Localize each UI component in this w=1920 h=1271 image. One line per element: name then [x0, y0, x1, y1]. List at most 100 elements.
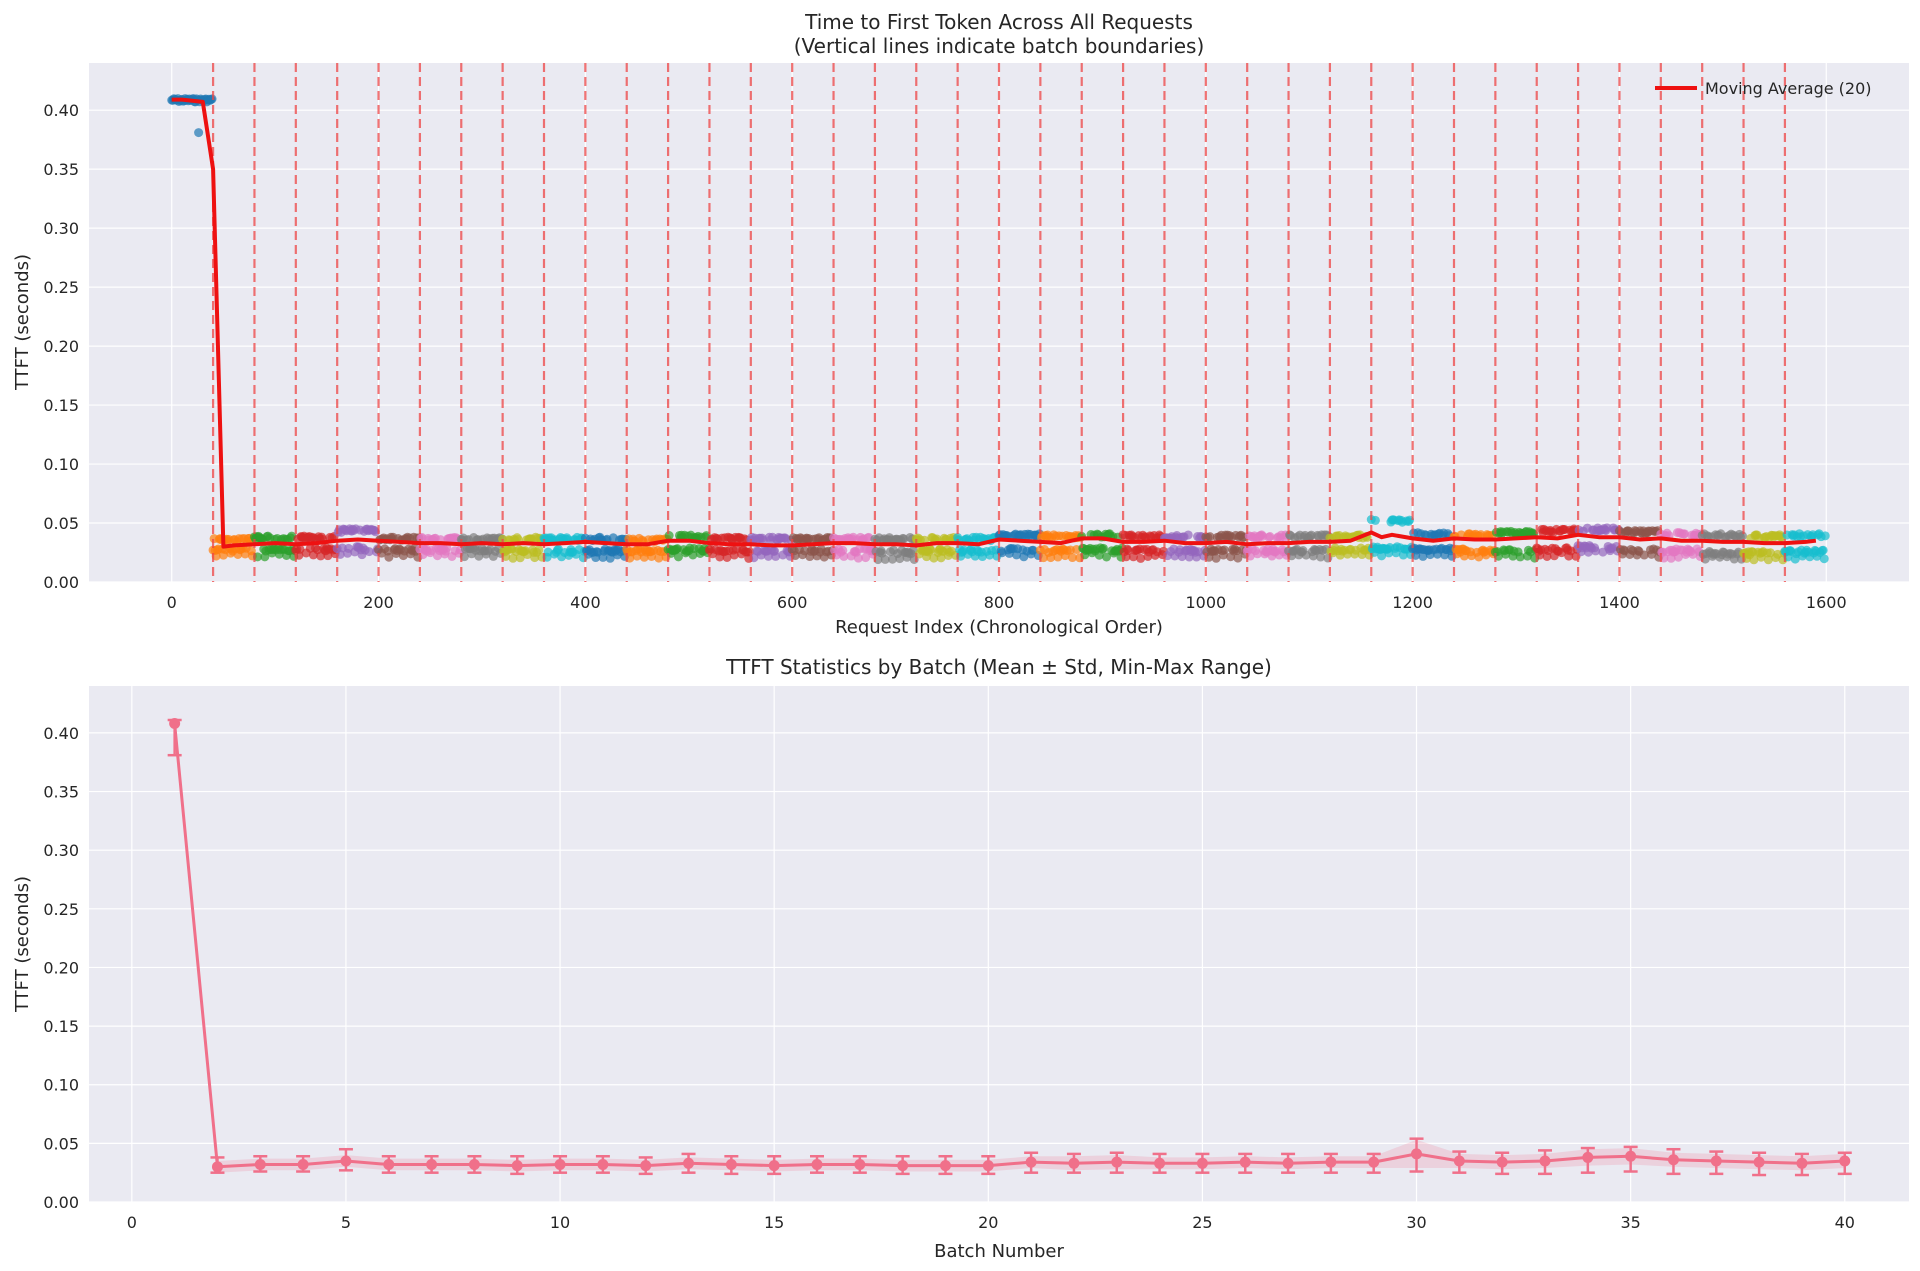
chart2-y-tick-label: 0.20 [43, 958, 79, 977]
chart1-x-tick-label: 1000 [1185, 593, 1226, 612]
chart2-y-tick-label: 0.35 [43, 783, 79, 802]
mean-point [1411, 1148, 1423, 1160]
mean-point [683, 1157, 695, 1169]
chart2-x-label: Batch Number [934, 1241, 1064, 1262]
chart1-x-tick-label: 200 [363, 593, 394, 612]
mean-point [169, 718, 181, 730]
chart1-y-tick-label: 0.20 [43, 337, 79, 356]
scatter-point [1102, 552, 1112, 562]
chart2-x-tick-label: 40 [1835, 1213, 1855, 1232]
mean-point [1239, 1156, 1251, 1168]
chart1-x-tick-label: 1200 [1392, 593, 1433, 612]
chart2-plot-area [89, 686, 1909, 1202]
chart1-title: Time to First Token Across All Requests [804, 10, 1193, 34]
mean-point [1111, 1156, 1123, 1168]
mean-point [1539, 1155, 1551, 1167]
chart2-x-tick-label: 5 [341, 1213, 351, 1232]
scatter-point [1515, 552, 1525, 562]
chart2-mean-points [169, 718, 1851, 1173]
scatter-point [1818, 545, 1828, 555]
scatter-point [895, 554, 905, 564]
mean-point [1839, 1155, 1851, 1167]
scatter-point [1591, 546, 1601, 556]
mean-point [1325, 1156, 1337, 1168]
mean-point [725, 1158, 737, 1170]
scatter-point [880, 554, 890, 564]
chart2-x-tick-label: 10 [550, 1213, 570, 1232]
chart1-legend: Moving Average (20) [1655, 79, 1872, 98]
scatter-point [194, 128, 204, 138]
mean-point [1196, 1157, 1208, 1169]
scatter-point [1680, 529, 1690, 539]
request-ttft-chart: Time to First Token Across All Requests … [12, 10, 1909, 638]
scatter-point [1205, 532, 1215, 542]
scatter-point [887, 554, 897, 564]
mean-point [383, 1158, 395, 1170]
scatter-point [1211, 553, 1221, 563]
scatter-point [1370, 515, 1380, 525]
mean-point [297, 1158, 309, 1170]
scatter-point [861, 553, 871, 563]
chart2-title: TTFT Statistics by Batch (Mean ± Std, Mi… [725, 655, 1272, 679]
chart2-x-tick-label: 0 [127, 1213, 137, 1232]
chart1-y-tick-label: 0.30 [43, 219, 79, 238]
scatter-point [1183, 530, 1193, 540]
chart2-y-tick-label: 0.25 [43, 900, 79, 919]
scatter-point [534, 545, 544, 555]
mean-point [1368, 1156, 1380, 1168]
scatter-point [673, 552, 683, 562]
mean-point [211, 1161, 223, 1173]
scatter-point [1476, 530, 1486, 540]
chart2-x-tick-label: 25 [1192, 1213, 1212, 1232]
chart1-batch-boundaries [211, 63, 1787, 582]
scatter-point [508, 553, 518, 563]
batch-stats-chart: TTFT Statistics by Batch (Mean ± Std, Mi… [12, 655, 1909, 1262]
scatter-point [364, 547, 374, 557]
chart1-y-tick-label: 0.15 [43, 396, 79, 415]
mean-point [897, 1160, 909, 1172]
mean-point [1282, 1157, 1294, 1169]
mean-point [1796, 1157, 1808, 1169]
scatter-point [771, 551, 781, 561]
chart1-x-tick-label: 800 [984, 593, 1015, 612]
chart1-y-tick-label: 0.10 [43, 455, 79, 474]
mean-point [597, 1158, 609, 1170]
chart1-y-ticks: 0.00 0.05 0.10 0.15 0.20 0.25 0.30 0.35 0.40 [43, 101, 79, 592]
mean-point [511, 1160, 523, 1172]
chart1-x-ticks: 0 200 400 600 800 1000 1200 1400 1600 [167, 593, 1847, 612]
scatter-point [1639, 550, 1649, 560]
chart1-x-label: Request Index (Chronological Order) [835, 617, 1163, 638]
scatter-point [1749, 555, 1759, 565]
mean-point [1753, 1156, 1765, 1168]
mean-point [1025, 1156, 1037, 1168]
mean-point [811, 1158, 823, 1170]
chart2-grid [89, 686, 1909, 1203]
mean-point [854, 1158, 866, 1170]
chart1-x-tick-label: 1400 [1599, 593, 1640, 612]
moving-average-line [171, 97, 1817, 549]
mean-point [1154, 1157, 1166, 1169]
scatter-point [1265, 532, 1275, 542]
scatter-point [839, 551, 849, 561]
mean-point [768, 1160, 780, 1172]
chart2-y-ticks: 0.00 0.05 0.10 0.15 0.20 0.25 0.30 0.35 0.40 [43, 724, 79, 1212]
scatter-point [926, 545, 936, 555]
chart2-y-tick-label: 0.05 [43, 1134, 79, 1153]
mean-point [426, 1158, 438, 1170]
chart2-x-tick-label: 20 [978, 1213, 998, 1232]
mean-point [1068, 1157, 1080, 1169]
mean-point [254, 1158, 266, 1170]
scatter-point [1219, 545, 1229, 555]
scatter-point [1067, 553, 1077, 563]
scatter-point [1673, 552, 1683, 562]
chart2-x-tick-label: 15 [764, 1213, 784, 1232]
scatter-point [384, 552, 394, 562]
mean-point [640, 1160, 652, 1172]
chart2-y-tick-label: 0.15 [43, 1017, 79, 1036]
chart2-y-tick-label: 0.30 [43, 841, 79, 860]
scatter-point [1738, 531, 1748, 541]
mean-point [982, 1160, 994, 1172]
mean-line [173, 723, 1845, 1169]
chart1-y-tick-label: 0.05 [43, 514, 79, 533]
chart1-x-tick-label: 600 [777, 593, 808, 612]
